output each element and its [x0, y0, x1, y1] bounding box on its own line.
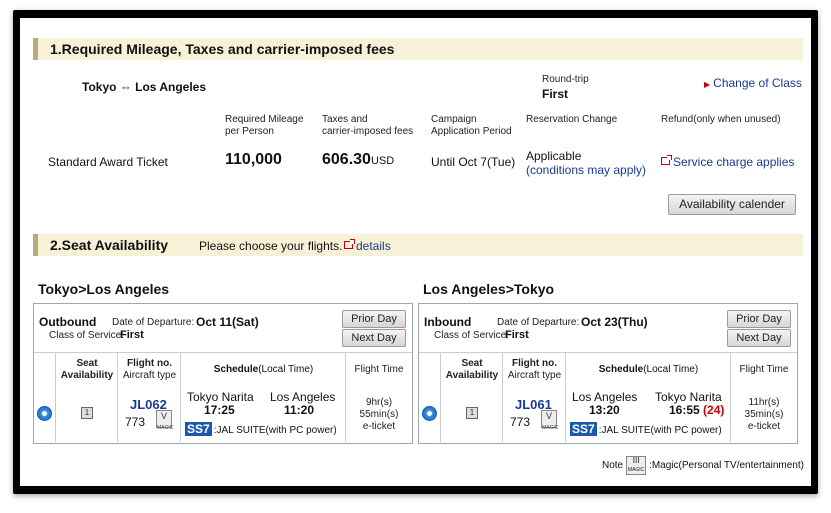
leg-heading: Los Angeles>Tokyo: [423, 281, 555, 297]
flight-table: Outbound Date of Departure: Oct 11(Sat) …: [33, 303, 413, 444]
section1-header: 1.Required Mileage, Taxes and carrier-im…: [33, 38, 803, 60]
seat-type: SS7:JAL SUITE(with PC power): [185, 422, 337, 436]
departure-airport: Los Angeles: [572, 390, 638, 404]
section2-header: 2.Seat Availability Please choose your f…: [33, 234, 803, 256]
details-link[interactable]: details: [344, 239, 391, 253]
prior-day-button[interactable]: Prior Day: [727, 310, 791, 328]
date-label: Date of Departure:: [112, 317, 195, 328]
flight-table: Inbound Date of Departure: Oct 23(Thu) C…: [418, 303, 798, 444]
note: Note III MAGIC :Magic(Personal TV/enterta…: [602, 456, 804, 475]
mileage-value: 110,000: [225, 151, 282, 168]
arrival-time: 11:20: [284, 403, 315, 417]
flight-time-col-header: Flight Time: [354, 364, 404, 375]
flight-number[interactable]: JL062: [130, 397, 167, 412]
mileage-header: Required Mileage per Person: [225, 114, 304, 137]
flight-select-radio[interactable]: [37, 406, 52, 421]
flight-col-header: Flight no. Aircraft type: [507, 358, 562, 381]
magic-v-badge-icon: V MAGIC: [541, 410, 559, 431]
departure-time: 13:20: [589, 403, 620, 417]
prior-day-button[interactable]: Prior Day: [342, 310, 406, 328]
seat-available-icon: 1: [81, 407, 93, 419]
seat-available-icon: 1: [466, 407, 478, 419]
flight-select-radio[interactable]: [422, 406, 437, 421]
reservation-value: Applicable: [526, 149, 582, 163]
arrival-airport: Tokyo Narita: [655, 390, 722, 404]
flight-number[interactable]: JL061: [515, 397, 552, 412]
refund-link[interactable]: Service charge applies: [661, 155, 794, 169]
seat-type: SS7:JAL SUITE(with PC power): [570, 422, 722, 436]
schedule-col-header: Schedule(Local Time): [213, 364, 314, 375]
aircraft-type: 773: [510, 415, 531, 429]
schedule-col-header: Schedule(Local Time): [598, 364, 699, 375]
leg-heading: Tokyo>Los Angeles: [38, 281, 170, 297]
award-panel: 1.Required Mileage, Taxes and carrier-im…: [20, 18, 811, 486]
table-header-row: Seat Availability Flight no. Aircraft type…: [419, 352, 797, 387]
class-label: Class of Service:: [434, 330, 510, 341]
external-link-icon: [661, 155, 672, 165]
departure-date: Oct 11(Sat): [196, 315, 259, 329]
table-header-row: Seat Availability Flight no. Aircraft type…: [34, 352, 412, 387]
flight-duration: 11hr(s) 35min(s) e-ticket: [744, 397, 784, 432]
route: Tokyo ⇔ Los Angeles: [82, 80, 207, 94]
arrival-airport: Los Angeles: [270, 390, 336, 404]
next-day-button[interactable]: Next Day: [727, 329, 791, 347]
flight-row[interactable]: 1 JL062 773 V MAGIC Tokyo Narita 17:25 Lo…: [34, 386, 412, 442]
taxes-header: Taxes and carrier-imposed fees: [322, 114, 414, 137]
direction-label: Outbound: [39, 315, 97, 329]
arrival-time: 16:55 (24): [669, 403, 725, 417]
date-label: Date of Departure:: [497, 317, 580, 328]
class-of-service: First: [505, 329, 529, 341]
class-of-service: First: [120, 329, 144, 341]
departure-time: 17:25: [204, 403, 235, 417]
arrow-right-icon: ▶: [704, 80, 711, 89]
instruction-text: Please choose your flights.: [199, 239, 343, 253]
seat-code-badge: SS7: [185, 422, 212, 436]
seat-code-badge: SS7: [570, 422, 597, 436]
trip-type: Round-trip: [542, 74, 589, 85]
class-value: First: [542, 87, 569, 101]
external-link-icon: [344, 239, 355, 249]
flight-duration: 9hr(s) 55min(s) e-ticket: [359, 397, 399, 432]
taxes-value: 606.30USD: [322, 151, 395, 168]
flight-col-header: Flight no. Aircraft type: [122, 358, 177, 381]
campaign-value: Until Oct 7(Tue): [431, 155, 516, 169]
section1-title: 1.Required Mileage, Taxes and carrier-im…: [50, 41, 395, 57]
refund-header: Refund(only when unused): [661, 114, 781, 125]
availability-calendar-button[interactable]: Availability calender: [668, 194, 796, 215]
magic-v-badge-icon: V MAGIC: [156, 410, 174, 431]
departure-date: Oct 23(Thu): [581, 315, 648, 329]
change-class-link[interactable]: ▶ Change of Class: [704, 76, 802, 90]
next-day-button[interactable]: Next Day: [342, 329, 406, 347]
campaign-header: Campaign Application Period: [431, 114, 512, 137]
flight-row[interactable]: 1 JL061 773 V MAGIC Los Angeles 13:20 Tok…: [419, 386, 797, 442]
seat-col-header: Seat Availability: [445, 358, 499, 381]
section2-title: 2.Seat Availability: [50, 237, 169, 253]
reservation-header: Reservation Change: [526, 114, 618, 125]
class-label: Class of Service:: [49, 330, 125, 341]
seat-col-header: Seat Availability: [60, 358, 114, 381]
conditions-link[interactable]: (conditions may apply): [526, 163, 647, 177]
direction-label: Inbound: [424, 315, 472, 329]
magic-badge-icon: III MAGIC: [625, 456, 647, 475]
aircraft-type: 773: [125, 415, 146, 429]
departure-airport: Tokyo Narita: [187, 390, 254, 404]
flight-time-col-header: Flight Time: [739, 364, 789, 375]
ticket-type: Standard Award Ticket: [48, 155, 168, 169]
